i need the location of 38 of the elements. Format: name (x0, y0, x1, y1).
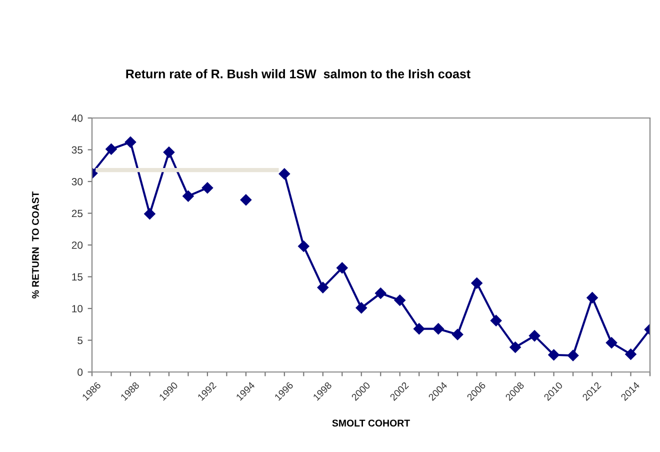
y-tick-label: 40 (72, 114, 83, 122)
point (317, 282, 329, 294)
point (163, 146, 175, 158)
point (586, 292, 598, 304)
point (278, 168, 290, 180)
point (606, 337, 618, 348)
y-tick-label: 30 (72, 178, 83, 186)
y-tick-label: 15 (72, 273, 83, 281)
point (548, 349, 560, 360)
point (510, 342, 521, 353)
point (625, 348, 636, 360)
y-tick-label: 25 (72, 210, 83, 218)
point (490, 314, 502, 326)
y-axis-title: % RETURN TO COAST (32, 191, 39, 298)
point (413, 323, 425, 334)
x-axis-title: SMOLT COHORT (332, 420, 410, 427)
chart-title: Return rate of R. Bush wild 1SW salmon to the Irish coast (126, 69, 470, 78)
point (124, 136, 136, 148)
y-tick-label: 20 (72, 242, 83, 249)
y-tick-label: 10 (72, 305, 83, 312)
point (567, 350, 579, 362)
y-tick-label: 0 (78, 368, 83, 376)
point (240, 194, 252, 206)
point (298, 240, 310, 252)
point (182, 190, 194, 202)
point (144, 208, 156, 220)
point (394, 294, 406, 306)
y-tick-label: 5 (78, 336, 83, 344)
point (336, 262, 348, 274)
point (471, 277, 482, 289)
y-tick-label: 35 (72, 146, 83, 154)
point (432, 323, 444, 334)
point (356, 302, 367, 314)
point (375, 288, 386, 299)
point (202, 182, 214, 194)
point (452, 328, 464, 340)
point (106, 144, 117, 155)
point (528, 330, 540, 342)
